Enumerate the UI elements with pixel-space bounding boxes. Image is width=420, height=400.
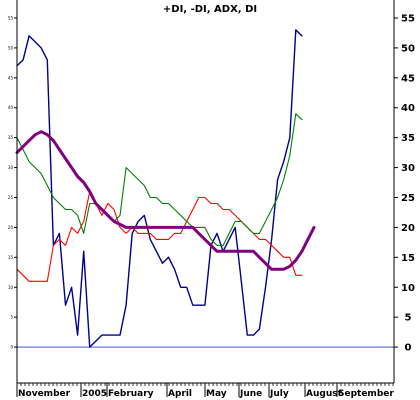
y-tick-label-left: 50 xyxy=(8,45,14,50)
y-tick-label-right: 40 xyxy=(401,103,415,114)
y-tick-label-right: 20 xyxy=(401,223,415,234)
axes: 0055101015152020252530303535404045455050… xyxy=(8,0,415,399)
y-tick-label-left: 55 xyxy=(8,15,14,20)
y-tick-label-left: 45 xyxy=(8,75,14,80)
y-tick-label-right: 25 xyxy=(401,193,415,204)
y-tick-label-right: 15 xyxy=(401,253,415,264)
x-tick-label: August xyxy=(306,389,343,399)
y-tick-label-right: 45 xyxy=(401,73,415,84)
purple-series-line xyxy=(15,130,316,271)
blue-series-line xyxy=(16,29,303,348)
x-tick-label: July xyxy=(269,389,289,399)
plot-area xyxy=(15,29,394,348)
x-tick-label: April xyxy=(168,389,192,399)
y-tick-label-right: 35 xyxy=(401,133,415,144)
chart-title: +DI, -DI, ADX, DI xyxy=(163,4,257,15)
y-tick-label-left: 0 xyxy=(10,345,13,350)
x-tick-label: June xyxy=(239,389,262,399)
y-tick-label-right: 30 xyxy=(401,163,415,174)
x-tick-label: February xyxy=(108,389,154,399)
red-series-line xyxy=(16,190,303,282)
y-tick-label-left: 30 xyxy=(8,165,14,170)
x-tick-label: 2005 xyxy=(82,389,107,399)
y-tick-label-left: 5 xyxy=(10,315,13,320)
x-tick-label: May xyxy=(206,389,227,399)
y-tick-label-left: 15 xyxy=(8,255,14,260)
y-tick-label-right: 55 xyxy=(401,13,415,24)
y-tick-label-right: 10 xyxy=(401,283,415,294)
y-tick-label-right: 50 xyxy=(401,43,415,54)
x-tick-label: September xyxy=(338,389,394,399)
y-tick-label-left: 25 xyxy=(8,195,14,200)
y-tick-label-right: 5 xyxy=(405,313,412,324)
y-tick-label-left: 35 xyxy=(8,135,14,140)
y-tick-label-left: 10 xyxy=(8,285,14,290)
y-tick-label-left: 20 xyxy=(8,225,14,230)
y-tick-label-left: 40 xyxy=(8,105,14,110)
green-series-line xyxy=(16,113,303,246)
y-tick-label-right: 0 xyxy=(405,343,412,354)
x-tick-label: November xyxy=(18,389,71,399)
